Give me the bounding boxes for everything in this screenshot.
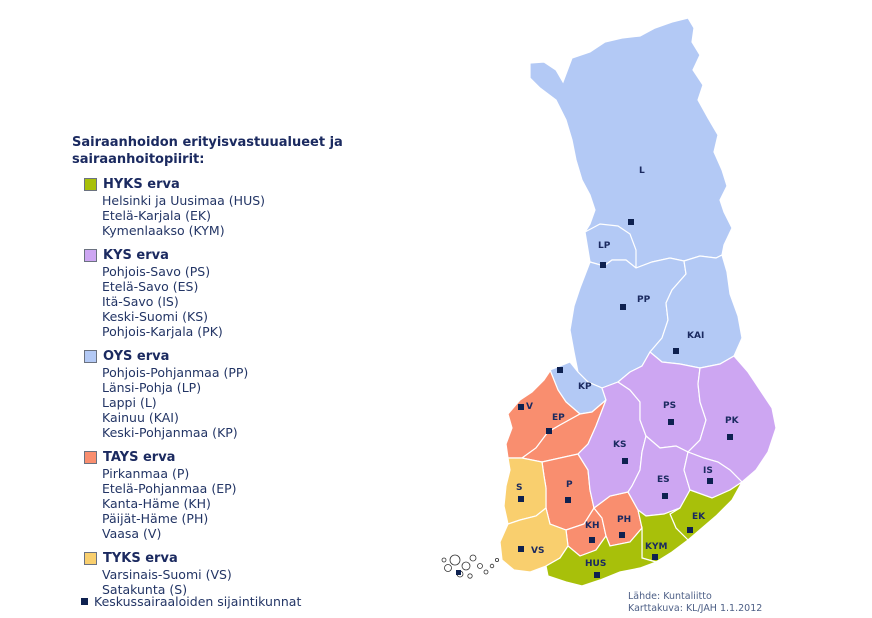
label-vs: VS — [531, 546, 544, 556]
hq-label: Keskussairaaloiden sijaintikunnat — [94, 594, 302, 609]
legend-item: Pohjois-Karjala (PK) — [102, 324, 223, 339]
aland-islands — [441, 554, 499, 579]
swatch-oys — [84, 349, 97, 363]
label-ep: EP — [552, 413, 565, 423]
region-helsinki-uusimaa[interactable] — [545, 526, 658, 587]
hq-marker-icon — [81, 598, 88, 605]
credit-source: Lähde: Kuntaliitto — [628, 591, 712, 602]
legend-group-oys: OYS erva Pohjois-Pohjanmaa (PP) Länsi-Po… — [72, 347, 372, 440]
label-pp: PP — [637, 295, 651, 305]
hq-marker-satakunta — [518, 496, 524, 502]
legend-item: Keski-Suomi (KS) — [102, 309, 209, 324]
label-kh: KH — [585, 521, 600, 531]
hq-marker-vaasa — [518, 404, 524, 410]
legend-group-hyks: HYKS erva Helsinki ja Uusimaa (HUS) Etel… — [72, 175, 372, 238]
swatch-hyks — [84, 177, 97, 191]
legend-item: Etelä-Pohjanmaa (EP) — [102, 481, 237, 496]
label-ph: PH — [617, 515, 631, 525]
credit-map: Karttakuva: KL/JAH 1.1.2012 — [628, 603, 763, 614]
legend-group-kys: KYS erva Pohjois-Savo (PS) Etelä-Savo (E… — [72, 246, 372, 339]
label-ps: PS — [663, 401, 676, 411]
legend-item: Etelä-Savo (ES) — [102, 279, 199, 294]
legend-item: Vaasa (V) — [102, 526, 162, 541]
legend-item: Lappi (L) — [102, 395, 157, 410]
group-name-kys: KYS erva — [103, 247, 169, 263]
label-s: S — [516, 483, 522, 493]
hq-marker-paijat-hame — [619, 532, 625, 538]
legend-item: Etelä-Karjala (EK) — [102, 208, 211, 223]
hq-marker-keski-suomi — [622, 458, 628, 464]
hq-markers — [518, 219, 733, 578]
legend-item: Päijät-Häme (PH) — [102, 511, 209, 526]
legend-item: Pohjois-Pohjanmaa (PP) — [102, 365, 249, 380]
hq-marker-etela-pohjanmaa — [546, 428, 552, 434]
label-kp: KP — [578, 382, 592, 392]
group-name-tyks: TYKS erva — [103, 550, 178, 566]
hq-marker-kymenlaakso — [652, 554, 658, 560]
legend-title-line1: Sairaanhoidon erityisvastuualueet ja — [72, 135, 343, 150]
hq-marker-lansi-pohja — [600, 262, 606, 268]
legend-item: Varsinais-Suomi (VS) — [102, 567, 232, 582]
hq-marker-aland — [456, 570, 461, 575]
hq-marker-etela-savo — [662, 493, 668, 499]
hq-marker-pohjois-karjala — [727, 434, 733, 440]
hq-marker-pohjois-savo — [668, 419, 674, 425]
legend-item: Helsinki ja Uusimaa (HUS) — [102, 193, 266, 208]
hq-marker-varsinais-suomi — [518, 546, 524, 552]
label-kym: KYM — [645, 542, 667, 552]
label-hus: HUS — [585, 559, 606, 569]
map-credits: Lähde: Kuntaliitto Karttakuva: KL/JAH 1.… — [628, 591, 762, 615]
hq-marker-ita-savo — [707, 478, 713, 484]
label-ek: EK — [692, 512, 706, 522]
hq-marker-pirkanmaa — [565, 497, 571, 503]
hq-marker-pohjois-pohjanmaa — [620, 304, 626, 310]
legend-item: Itä-Savo (IS) — [102, 294, 179, 309]
label-pk: PK — [725, 416, 740, 426]
hq-marker-helsinki-uusimaa — [594, 572, 600, 578]
hq-marker-kanta-hame — [589, 537, 595, 543]
legend-title-line2: sairaanhoitopiirit: — [72, 152, 205, 167]
label-kai: KAI — [687, 331, 704, 341]
label-p: P — [566, 480, 573, 490]
label-l: L — [639, 166, 645, 176]
hq-marker-etela-karjala — [687, 527, 693, 533]
swatch-kys — [84, 248, 97, 262]
label-is: IS — [703, 466, 713, 476]
swatch-tyks — [84, 551, 97, 565]
hq-marker-lappi — [628, 219, 634, 225]
hq-marker-keski-pohjanmaa — [557, 367, 563, 373]
legend-item: Kymenlaakso (KYM) — [102, 223, 225, 238]
legend-item: Pirkanmaa (P) — [102, 466, 190, 481]
region-lappi[interactable] — [529, 17, 733, 269]
region-labels: L LP PP KAI KP V EP PS PK KS ES IS S P K… — [516, 166, 740, 569]
map-legend: Sairaanhoidon erityisvastuualueet ja sai… — [72, 134, 372, 605]
legend-item: Kainuu (KAI) — [102, 410, 179, 425]
legend-item: Pohjois-Savo (PS) — [102, 264, 211, 279]
group-name-oys: OYS erva — [103, 348, 170, 364]
group-name-tays: TAYS erva — [103, 449, 176, 465]
legend-item: Keski-Pohjanmaa (KP) — [102, 425, 238, 440]
swatch-tays — [84, 450, 97, 464]
legend-title: Sairaanhoidon erityisvastuualueet ja sai… — [72, 134, 372, 168]
group-name-hyks: HYKS erva — [103, 176, 180, 192]
label-lp: LP — [598, 241, 611, 251]
hq-marker-kainuu — [673, 348, 679, 354]
legend-group-tays: TAYS erva Pirkanmaa (P) Etelä-Pohjanmaa … — [72, 448, 372, 541]
legend-item: Länsi-Pohja (LP) — [102, 380, 202, 395]
legend-item: Kanta-Häme (KH) — [102, 496, 211, 511]
legend-hq-entry: Keskussairaaloiden sijaintikunnat — [81, 594, 301, 609]
label-v: V — [526, 402, 533, 412]
legend-group-tyks: TYKS erva Varsinais-Suomi (VS) Satakunta… — [72, 549, 372, 597]
legend-item: Satakunta (S) — [102, 582, 188, 597]
label-es: ES — [657, 475, 670, 485]
label-ks: KS — [613, 440, 626, 450]
